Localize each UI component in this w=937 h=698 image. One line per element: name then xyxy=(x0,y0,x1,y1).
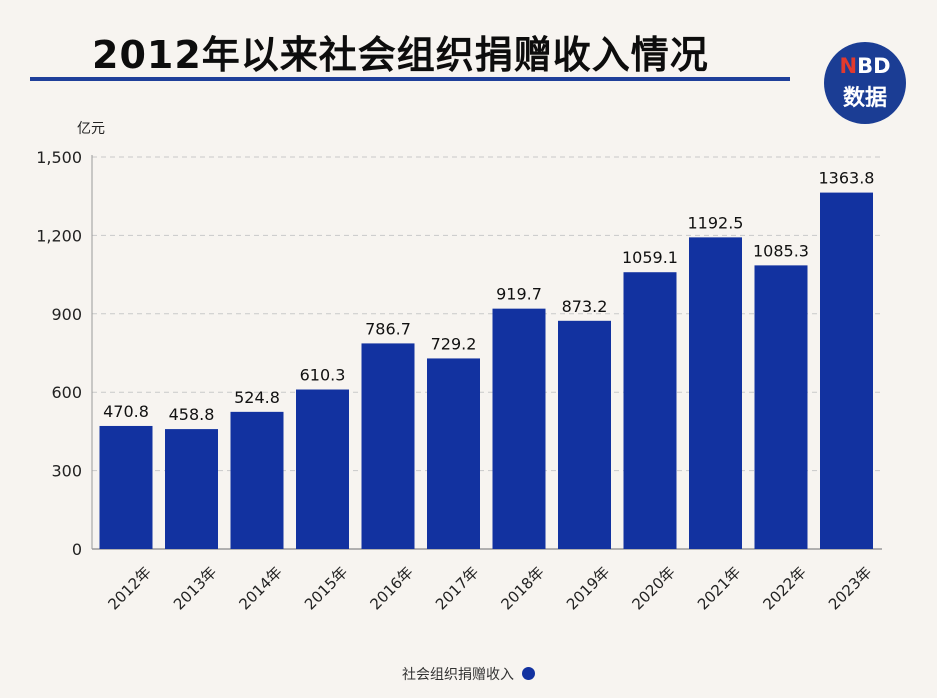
bar xyxy=(165,429,218,549)
title-underline xyxy=(30,77,790,81)
data-label: 786.7 xyxy=(365,319,411,338)
bar xyxy=(558,320,611,549)
data-label: 729.2 xyxy=(431,334,477,353)
legend-swatch xyxy=(522,667,535,680)
chart-title: 2012年以来社会组织捐赠收入情况 xyxy=(92,33,709,77)
data-label: 1363.8 xyxy=(819,169,875,188)
data-label: 1059.1 xyxy=(622,248,678,267)
x-tick-label: 2019年 xyxy=(563,563,613,613)
x-tick-label: 2016年 xyxy=(366,563,416,613)
x-tick-label: 2013年 xyxy=(170,563,220,613)
bar xyxy=(296,389,349,549)
y-tick-label: 1,500 xyxy=(36,148,82,167)
bar xyxy=(492,308,546,549)
data-label: 1192.5 xyxy=(688,213,744,232)
x-tick-label: 2012年 xyxy=(104,563,154,613)
nbd-logo: NBD 数据 xyxy=(824,42,906,124)
y-tick-label: 300 xyxy=(51,462,82,481)
bar xyxy=(689,237,742,550)
x-tick-label: 2021年 xyxy=(694,563,744,613)
y-tick-label: 600 xyxy=(51,383,82,402)
bar xyxy=(361,343,415,549)
x-tick-label: 2023年 xyxy=(825,563,875,613)
x-tick-label: 2015年 xyxy=(301,563,351,613)
y-tick-label: 0 xyxy=(72,540,82,559)
y-tick-label: 1,200 xyxy=(36,226,82,245)
bar xyxy=(820,192,873,549)
bar xyxy=(230,411,284,549)
legend: 社会组织捐赠收入 xyxy=(0,664,937,684)
logo-text-bottom: 数据 xyxy=(842,86,887,111)
data-label: 919.7 xyxy=(496,285,542,304)
logo-letters-bd: BD xyxy=(857,54,891,78)
y-axis-unit: 亿元 xyxy=(77,121,105,137)
legend-label: 社会组织捐赠收入 xyxy=(402,667,514,683)
y-tick-label: 900 xyxy=(51,305,82,324)
bar xyxy=(427,358,480,549)
x-tick-label: 2020年 xyxy=(628,563,678,613)
bar xyxy=(623,272,677,549)
data-label: 524.8 xyxy=(234,388,280,407)
x-tick-label: 2018年 xyxy=(497,563,547,613)
logo-letter-n: N xyxy=(839,54,858,78)
logo-text-top: NBD xyxy=(824,54,906,78)
x-tick-label: 2017年 xyxy=(432,563,482,613)
data-label: 470.8 xyxy=(103,402,149,421)
data-label: 458.8 xyxy=(169,405,215,424)
x-tick-label: 2014年 xyxy=(235,563,285,613)
bar xyxy=(99,425,153,549)
data-label: 1085.3 xyxy=(753,241,809,260)
bar xyxy=(754,265,808,549)
x-tick-label: 2022年 xyxy=(759,563,809,613)
data-label: 873.2 xyxy=(562,297,608,316)
data-label: 610.3 xyxy=(300,366,346,385)
